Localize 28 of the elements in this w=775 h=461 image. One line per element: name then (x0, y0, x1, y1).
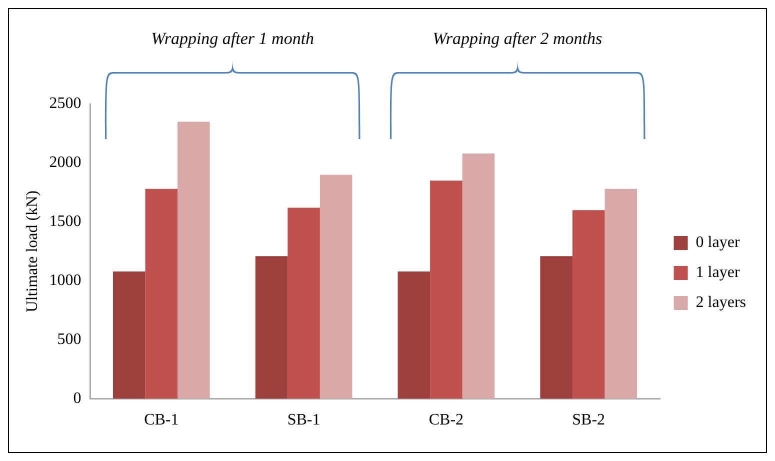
y-tick-label: 1000 (49, 272, 82, 290)
x-tick-label: CB-2 (428, 412, 464, 429)
bar (430, 180, 462, 399)
bar (112, 271, 146, 399)
bar (462, 154, 495, 399)
text: Wrapping after 2 months (432, 29, 602, 48)
bar (255, 256, 288, 399)
bar (178, 122, 210, 399)
bar (572, 210, 605, 399)
y-tick-label: 2500 (49, 95, 82, 112)
bar (398, 271, 430, 399)
bar (540, 256, 572, 399)
x-tick-label: SB-1 (287, 412, 320, 429)
legend-label: 2 layers (696, 294, 746, 312)
legend-label: 0 layer (696, 234, 740, 252)
y-tick-label: 500 (57, 331, 82, 348)
y-axis-title: Ultimate load (kN) (24, 190, 41, 312)
bar (604, 188, 638, 399)
bar (145, 188, 178, 399)
y-tick-label: 0 (73, 390, 82, 408)
x-tick-label: SB-2 (572, 412, 606, 429)
y-tick-label: 2000 (49, 154, 82, 172)
x-tick-label: CB-1 (144, 412, 179, 429)
text: Wrapping after 1 month (151, 29, 314, 48)
bar (320, 174, 352, 399)
y-tick-label: 1500 (49, 213, 82, 230)
legend-label: 1 layer (696, 264, 740, 282)
bar (288, 208, 320, 399)
